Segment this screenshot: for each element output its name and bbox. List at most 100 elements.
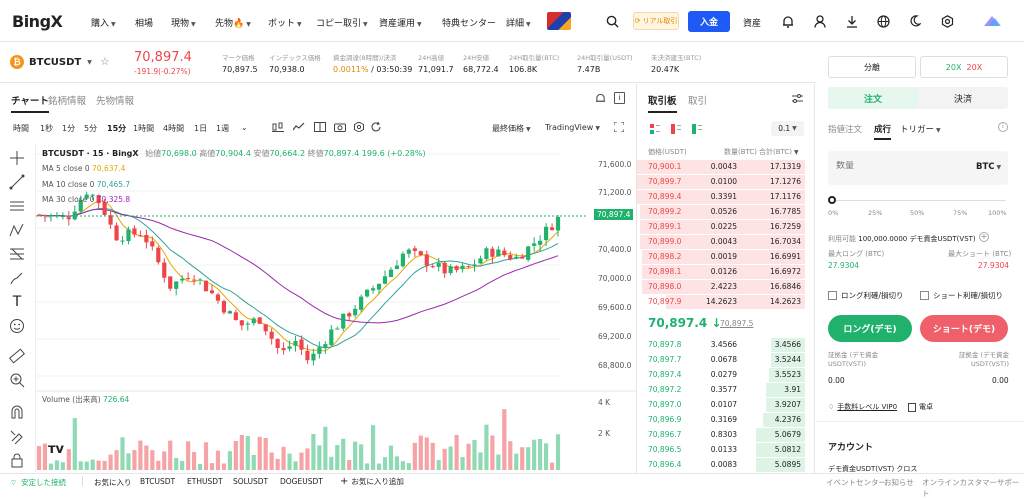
slider-mark[interactable]: 25% (868, 209, 883, 217)
orderbook-row[interactable]: 70,900.1 0.0043 17.1319 (636, 160, 810, 174)
info-icon[interactable]: i (614, 92, 625, 104)
horizontal-lines-icon[interactable] (9, 198, 25, 214)
orderbook-row[interactable]: 70,899.7 0.0100 17.1276 (636, 175, 810, 189)
fav-symbol[interactable]: BTCUSDT (140, 477, 176, 486)
quantity-input[interactable] (836, 161, 946, 171)
orderbook-row[interactable]: 70,898.1 0.0126 16.6972 (638, 265, 810, 279)
percent-slider-track[interactable] (830, 200, 1006, 201)
settings-icon[interactable] (353, 121, 365, 133)
promo-banner-icon[interactable] (547, 12, 571, 30)
camera-icon[interactable] (334, 122, 346, 132)
nav-bots[interactable]: ボット ▼ (268, 19, 302, 29)
orderbook-row[interactable]: 70,898.0 2.4223 16.6846 (638, 280, 810, 294)
magnet-icon[interactable] (9, 404, 25, 420)
orderbook-row[interactable]: 70,897.0 0.0107 3.9207 (638, 398, 810, 412)
orderbook-row[interactable]: 70,897.4 0.0279 3.5523 (638, 368, 810, 382)
collapse-legend-icon[interactable]: ︿ (44, 211, 52, 220)
order-type-limit[interactable]: 指値注文 (828, 125, 863, 135)
search-icon[interactable] (603, 12, 621, 30)
orderbook-row[interactable]: 70,897.2 0.3577 3.91 (638, 383, 810, 397)
crosshair-icon[interactable] (9, 150, 25, 166)
slider-mark[interactable]: 75% (953, 209, 968, 217)
orderbook-row[interactable]: 70,896.5 0.0133 5.0812 (638, 443, 810, 457)
deposit-button[interactable]: 入金 (688, 11, 730, 32)
fee-level[interactable]: ♢ 手数料レベル VIP0 (828, 403, 898, 411)
user-icon[interactable] (811, 12, 829, 30)
orderbook-row[interactable]: 70,896.7 0.8303 5.0679 (638, 428, 810, 442)
tf-5m[interactable]: 5分 (84, 124, 98, 133)
ai-assistant-icon[interactable] (981, 12, 1003, 30)
tf-1s[interactable]: 1秒 (40, 124, 54, 133)
real-trading-toggle[interactable]: ⟳ リアル取引 (633, 12, 679, 30)
nav-assets[interactable]: 資産 (743, 19, 762, 29)
add-funds-icon[interactable]: + (979, 232, 989, 242)
slider-mark[interactable]: 100% (988, 209, 1007, 217)
checkbox-box[interactable] (828, 291, 837, 300)
orderbook-row[interactable]: 70,897.8 3.4566 3.4566 (638, 338, 810, 352)
view-both-icon[interactable] (650, 124, 660, 134)
refresh-icon[interactable] (370, 121, 382, 132)
margin-mode-button[interactable]: 分離 (828, 56, 916, 78)
nav-buy[interactable]: 購入 ▼ (91, 19, 116, 29)
orderbook-row[interactable]: 70,896.4 0.0083 5.0895 (638, 458, 810, 472)
tp-sl-short-checkbox[interactable]: ショート利確/損切り (920, 290, 1003, 301)
chevron-down-icon[interactable]: ⌄ (241, 123, 248, 132)
footer-link[interactable]: お知らせ (884, 478, 914, 487)
bingx-logo[interactable]: BingX (12, 12, 63, 31)
slider-mark[interactable]: 50% (910, 209, 925, 217)
fav-symbol[interactable]: ETHUSDT (187, 477, 223, 486)
favorite-star-icon[interactable]: ☆ (100, 55, 110, 68)
text-tool-icon[interactable]: T (12, 294, 22, 310)
orderbook-row[interactable]: 70,899.1 0.0225 16.7259 (638, 220, 810, 234)
tp-sl-long-checkbox[interactable]: ロング利確/損切り (828, 290, 904, 301)
order-type-market[interactable]: 成行 (874, 123, 892, 140)
tab-futures-info[interactable]: 先物情報 (96, 96, 135, 107)
zoom-in-icon[interactable] (9, 372, 25, 388)
view-asks-icon[interactable] (671, 124, 681, 134)
nav-markets[interactable]: 相場 (135, 19, 154, 29)
tf-1m[interactable]: 1分 (62, 124, 76, 133)
nav-earn[interactable]: 資産運用 ▼ (379, 19, 422, 29)
footer-link[interactable]: イベントセンター (826, 478, 886, 487)
trendline-icon[interactable] (9, 174, 25, 190)
fav-symbol[interactable]: SOLUSDT (233, 477, 269, 486)
lock-icon[interactable] (9, 452, 25, 468)
tab-symbol-info[interactable]: 銘柄情報 (48, 96, 87, 107)
nav-spot[interactable]: 現物 ▼ (171, 19, 196, 29)
fav-symbol[interactable]: DOGEUSDT (280, 477, 323, 486)
fib-icon[interactable] (9, 246, 25, 262)
compare-icon[interactable] (314, 122, 326, 132)
candle-type-icon[interactable] (272, 122, 284, 132)
orderbook-row[interactable]: 70,899.0 0.0043 16.7034 (638, 235, 810, 249)
footer-link[interactable]: オンラインカスタマーサポート (922, 478, 1020, 498)
download-icon[interactable] (843, 12, 861, 30)
nav-more[interactable]: 詳細 ▼ (506, 19, 531, 29)
checkbox-box[interactable] (920, 291, 929, 300)
order-type-trigger[interactable]: トリガー ▼ (900, 125, 941, 135)
tf-1h[interactable]: 1時間 (133, 124, 155, 133)
fullscreen-icon[interactable] (613, 121, 625, 133)
indicators-icon[interactable] (292, 122, 305, 132)
orderbook-row[interactable]: 70,896.9 0.3169 4.2376 (638, 413, 810, 427)
tab-orderbook[interactable]: 取引板 (648, 93, 677, 113)
orderbook-row[interactable]: 70,899.2 0.0526 16.7785 (638, 205, 810, 219)
chart-canvas[interactable]: BTCUSDT · 15 · BingX 始値70,698.0 高値70,904… (35, 144, 637, 472)
emoji-icon[interactable] (9, 318, 25, 334)
tf-time[interactable]: 時間 (13, 124, 29, 133)
orderbook-row[interactable]: 70,897.7 0.0678 3.5244 (638, 353, 810, 367)
bell-icon[interactable] (779, 12, 797, 30)
nav-copy-trading[interactable]: コピー取引 ▼ (316, 19, 368, 29)
lock-drawing-icon[interactable] (9, 428, 25, 445)
tf-4h[interactable]: 4時間 (163, 124, 185, 133)
price-step-select[interactable]: 0.1 ▼ (771, 121, 804, 136)
calculator-button[interactable]: 電卓 (908, 402, 933, 412)
view-select[interactable]: TradingView ▼ (545, 123, 600, 132)
brush-icon[interactable] (9, 270, 25, 286)
tab-chart[interactable]: チャート (11, 93, 49, 113)
tf-15m[interactable]: 15分 (107, 124, 127, 133)
quantity-field[interactable]: BTC▼ (828, 151, 1008, 185)
ruler-icon[interactable] (9, 348, 25, 364)
dark-mode-icon[interactable] (906, 12, 924, 30)
orderbook-row[interactable]: 70,897.9 14.2623 14.2623 (638, 295, 810, 309)
percent-slider-handle[interactable] (828, 196, 836, 204)
